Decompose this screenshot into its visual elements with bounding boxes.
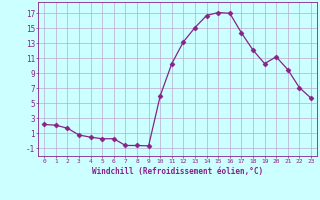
X-axis label: Windchill (Refroidissement éolien,°C): Windchill (Refroidissement éolien,°C) [92, 167, 263, 176]
